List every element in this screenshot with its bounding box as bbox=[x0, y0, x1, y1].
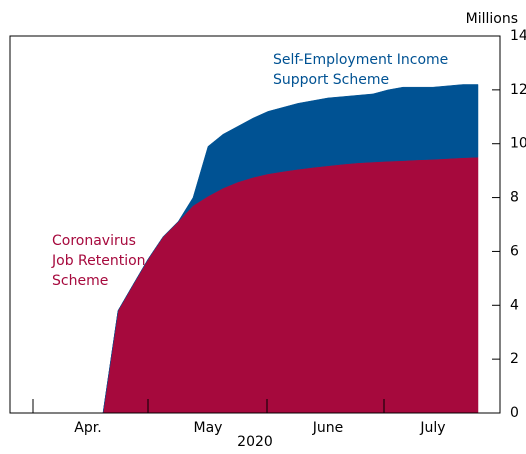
series-label: Coronavirus bbox=[52, 233, 136, 249]
series-label: Scheme bbox=[52, 273, 108, 289]
series-label: Support Scheme bbox=[273, 72, 389, 88]
area bbox=[102, 84, 479, 414]
y-tick-label: 14 bbox=[510, 28, 526, 44]
y-tick-label: 6 bbox=[510, 243, 519, 259]
y-tick-label: 10 bbox=[510, 136, 526, 152]
y-unit: Millions bbox=[466, 11, 518, 27]
plot-frame bbox=[9, 35, 501, 414]
x-tick-label: July bbox=[419, 420, 445, 436]
y-tick-label: 8 bbox=[510, 190, 519, 206]
y-tick-label: 12 bbox=[510, 82, 526, 98]
x-tick-label: Apr. bbox=[74, 420, 101, 436]
y-tick-label: 4 bbox=[510, 297, 519, 313]
x-tick-label: June bbox=[312, 420, 344, 436]
x-tick-label: May bbox=[194, 420, 223, 436]
area bbox=[102, 156, 479, 414]
series-label: Job Retention bbox=[51, 253, 146, 269]
y-tick-label: 0 bbox=[510, 405, 519, 421]
x-axis-label: 2020 bbox=[237, 434, 273, 450]
series-label: Self-Employment Income bbox=[273, 52, 448, 68]
y-tick-label: 2 bbox=[510, 351, 519, 367]
